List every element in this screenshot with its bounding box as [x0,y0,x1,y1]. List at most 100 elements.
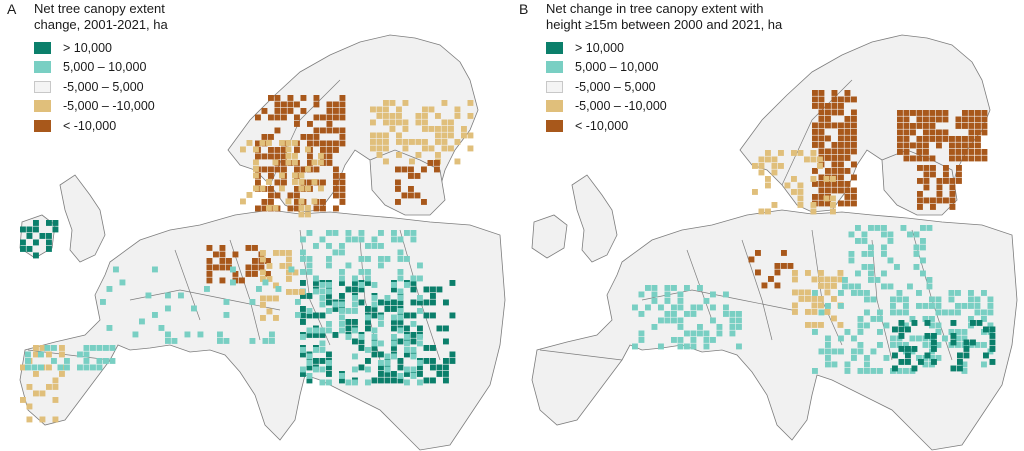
grid-cell [33,226,39,233]
grid-cell [281,153,287,160]
grid-cell [305,166,311,172]
grid-cell [658,343,664,350]
grid-cell [936,197,943,204]
grid-cell [404,379,410,386]
grid-cell [320,114,326,121]
grid-cell [255,140,261,147]
grid-cell [313,275,319,282]
grid-cell [306,308,313,314]
grid-cell [755,269,761,276]
grid-cell [448,119,454,126]
grid-cell [300,371,306,377]
grid-cell [313,95,320,101]
grid-cell [422,126,428,132]
uk-outline [59,174,106,263]
grid-cell [443,377,449,384]
grid-cell [20,239,26,246]
grid-cell [907,231,913,238]
grid-cell [352,286,358,293]
grid-cell [274,114,281,121]
grid-cell [710,291,716,298]
grid-cell [861,251,868,257]
grid-cell [326,147,333,153]
grid-cell [266,263,273,269]
grid-cell [896,368,903,374]
grid-cell [898,359,905,365]
grid-cell [279,172,285,179]
grid-cell [818,116,825,122]
grid-cell [401,192,408,199]
grid-cell [279,140,285,146]
legend-swatch [546,61,563,74]
grid-cell [391,353,397,360]
grid-cell [898,346,905,352]
grid-cell [365,280,371,286]
grid-cell [818,129,825,135]
grid-cell [391,371,397,377]
grid-cell [259,185,266,192]
grid-cell [955,329,961,335]
grid-cell [404,347,410,353]
grid-cell [352,338,358,345]
grid-cell [748,256,755,263]
grid-cell [422,145,428,152]
grid-cell [352,308,358,314]
grid-cell [877,342,883,348]
grid-cell [913,251,920,257]
grid-cell [226,264,232,271]
grid-cell [300,351,306,358]
grid-cell [311,198,318,205]
grid-cell [252,258,258,264]
grid-cell [384,377,391,384]
panel-letter: A [7,1,17,17]
grid-cell [896,290,903,296]
grid-cell [262,279,269,286]
grid-cell [838,181,844,187]
grid-cell [319,236,326,243]
grid-cell [365,347,371,353]
grid-cell [844,90,851,96]
grid-cell [765,182,771,189]
grid-cell [825,348,831,355]
grid-cell [949,149,955,155]
grid-cell [926,277,933,283]
grid-cell [916,116,923,123]
grid-cell [378,364,384,371]
grid-cell [294,199,300,205]
grid-cell [703,330,710,337]
grid-cell [825,168,831,174]
grid-cell [404,334,410,340]
grid-cell [677,337,684,343]
grid-cell [339,293,345,299]
grid-cell [454,139,461,145]
legend-item: -5,000 – 5,000 [546,77,667,97]
grid-cell [410,366,417,373]
grid-cell [838,290,844,296]
grid-cell [358,282,365,288]
grid-cell [266,308,273,315]
grid-cell [313,205,320,212]
grid-cell [903,296,909,303]
grid-cell [46,220,52,226]
grid-cell [395,179,401,186]
grid-cell [975,136,981,142]
grid-cell [923,129,929,136]
grid-cell [931,346,937,352]
grid-cell [292,159,298,166]
grid-cell [307,140,313,147]
grid-cell [818,90,825,96]
grid-cell [831,148,838,155]
grid-cell [404,312,410,319]
grid-cell [917,197,923,204]
grid-cell [936,184,943,191]
grid-cell [797,189,804,195]
grid-cell [781,250,787,256]
grid-cell [851,290,857,296]
grid-cell [818,122,825,129]
grid-cell [929,110,936,116]
grid-cell [892,326,898,333]
grid-cell [955,342,961,348]
grid-cell [818,296,824,302]
grid-cell [890,303,896,309]
grid-cell [810,150,817,156]
